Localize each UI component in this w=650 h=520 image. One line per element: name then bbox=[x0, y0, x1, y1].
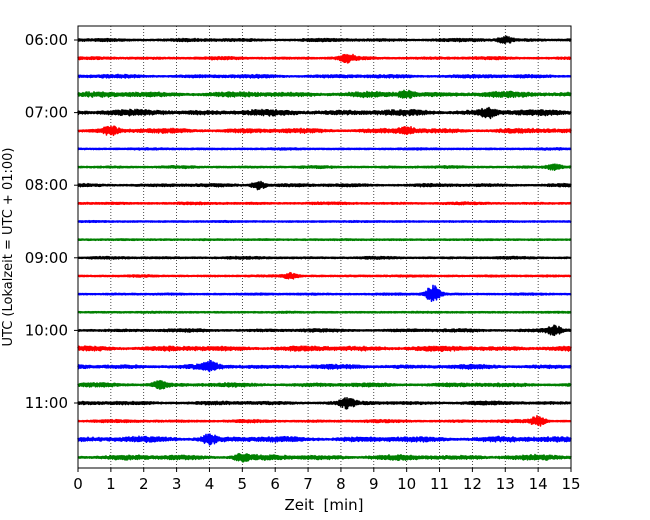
seismic-traces bbox=[77, 35, 572, 463]
x-tick-label: 15 bbox=[561, 475, 580, 493]
x-tick-label: 8 bbox=[336, 475, 346, 493]
seismic-trace-row bbox=[77, 201, 572, 206]
y-tick-label: 06:00 bbox=[25, 31, 68, 49]
y-tick-label: 11:00 bbox=[25, 394, 68, 412]
seismic-trace-row bbox=[77, 125, 572, 137]
x-tick-label: 0 bbox=[73, 475, 83, 493]
x-tick-label: 1 bbox=[106, 475, 116, 493]
x-tick-label: 9 bbox=[369, 475, 379, 493]
seismic-trace-row bbox=[77, 163, 572, 172]
x-axis-ticks: 0 1 2 3 4 5 6 7 8 9 10 11 12 13 14 15 bbox=[73, 468, 581, 493]
seismic-trace-row bbox=[77, 53, 572, 64]
x-tick-label: 12 bbox=[463, 475, 482, 493]
y-tick-label: 08:00 bbox=[25, 176, 68, 194]
seismic-trace-row bbox=[77, 255, 572, 260]
y-tick-label: 07:00 bbox=[25, 104, 68, 122]
x-tick-label: 7 bbox=[303, 475, 313, 493]
seismic-trace-row bbox=[77, 433, 572, 446]
y-tick-label: 10:00 bbox=[25, 321, 68, 339]
plot-frame bbox=[77, 25, 572, 469]
seismic-trace-row bbox=[77, 284, 572, 303]
seismic-trace-row bbox=[77, 106, 572, 120]
x-tick-label: 4 bbox=[205, 475, 215, 493]
seismic-trace-row bbox=[77, 180, 572, 191]
seismic-trace-row bbox=[77, 35, 572, 44]
x-tick-label: 10 bbox=[397, 475, 416, 493]
seismic-trace-row bbox=[77, 324, 572, 337]
x-tick-label: 3 bbox=[172, 475, 182, 493]
seismic-trace-row bbox=[77, 379, 572, 390]
x-tick-label: 13 bbox=[496, 475, 515, 493]
seismic-trace-row bbox=[77, 359, 572, 373]
y-tick-label: 09:00 bbox=[25, 249, 68, 267]
seismic-trace-row bbox=[77, 414, 572, 427]
seismic-trace-row bbox=[77, 73, 572, 79]
x-tick-label: 5 bbox=[238, 475, 248, 493]
seismic-trace-row bbox=[77, 345, 572, 352]
seismic-trace-row bbox=[77, 452, 572, 463]
x-tick-label: 11 bbox=[430, 475, 449, 493]
y-axis-ticks: 06:00 07:00 08:00 09:00 10:00 11:00 bbox=[25, 31, 78, 412]
x-axis-label: Zeit [min] bbox=[284, 496, 363, 514]
seismic-trace-row bbox=[77, 271, 572, 280]
seismic-trace-row bbox=[77, 396, 572, 410]
x-tick-label: 14 bbox=[529, 475, 548, 493]
seismic-trace-row bbox=[77, 238, 572, 242]
y-axis-label: UTC (Lokalzeit = UTC + 01:00) bbox=[1, 148, 16, 347]
seismic-trace-row bbox=[77, 147, 572, 151]
seismic-trace-row bbox=[77, 89, 572, 99]
x-tick-label: 2 bbox=[139, 475, 149, 493]
x-tick-label: 6 bbox=[270, 475, 280, 493]
seismic-trace-row bbox=[77, 219, 572, 224]
seismic-trace-row bbox=[77, 310, 572, 314]
